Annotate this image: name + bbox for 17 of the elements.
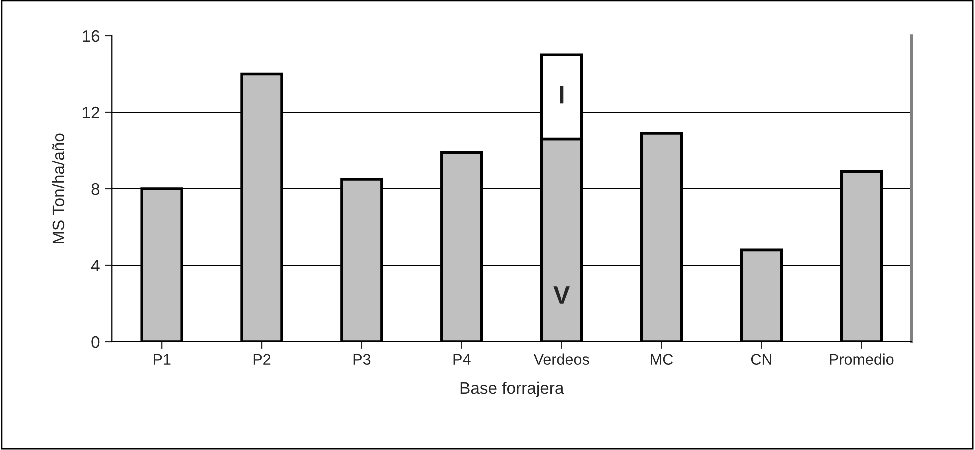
series-label: I [560,86,564,104]
x-tick-label: P2 [254,354,271,365]
x-tick-label: P1 [154,354,171,365]
x-tick-label: Promedio [830,354,894,366]
x-tick-label: Verdeos [534,354,590,366]
y-tick-label: 16 [83,30,100,42]
y-tick-label: 8 [92,183,100,196]
y-tick-label: 0 [92,336,100,348]
x-tick-label: MC [651,354,674,366]
y-tick-label: 4 [91,260,100,272]
x-tick-label: P4 [454,354,471,365]
x-tick-label: P3 [354,354,371,366]
series-label: V [554,286,570,304]
x-tick-label: CN [751,354,772,366]
y-tick-label: 12 [83,106,100,119]
y-axis-title: MS Ton/ha/año [52,134,65,244]
x-axis-title: Base forrajera [460,382,564,398]
